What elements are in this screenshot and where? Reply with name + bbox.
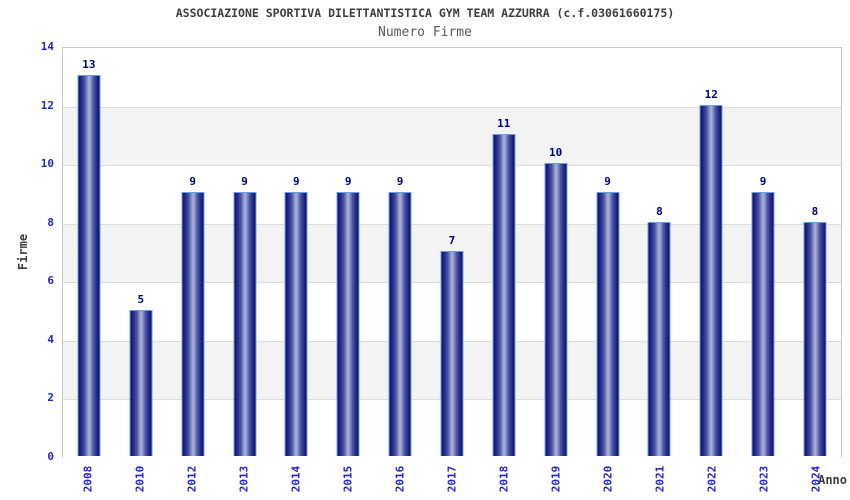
bar-slot: 9 xyxy=(374,48,426,456)
bar-value-label: 9 xyxy=(604,175,611,189)
bar-slot: 5 xyxy=(115,48,167,456)
bar-2017 xyxy=(440,251,464,456)
x-axis-labels: 2008 2010 2012 2013 2014 2015 2016 2017 2018 2019… xyxy=(62,458,842,500)
bar-slot: 12 xyxy=(685,48,737,456)
y-axis-tick-label: 14 xyxy=(40,40,54,53)
y-axis-tick-label: 10 xyxy=(40,157,54,171)
x-axis-tick-label: 2014 xyxy=(289,465,303,493)
x-label-slot: 2022 xyxy=(686,458,738,500)
y-axis-tick-label: 2 xyxy=(47,391,54,405)
x-label-slot: 2023 xyxy=(738,458,790,500)
x-axis-tick-label: 2016 xyxy=(393,465,407,493)
y-axis-tick-label: 0 xyxy=(47,450,54,463)
x-label-slot: 2021 xyxy=(634,458,686,500)
bar-2020 xyxy=(596,192,620,456)
y-axis-tick-label: 4 xyxy=(47,332,54,346)
x-label-slot: 2020 xyxy=(582,458,634,500)
x-label-slot: 2013 xyxy=(218,458,270,500)
x-label-slot: 2010 xyxy=(114,458,166,500)
bars-row: 13 5 9 9 9 9 9 7 11 10 9 8 12 9 8 xyxy=(63,48,841,456)
x-axis-tick-label: 2020 xyxy=(601,465,615,493)
x-axis-tick-label: 2015 xyxy=(341,465,355,493)
bar-value-label: 8 xyxy=(811,204,819,218)
bar-slot: 8 xyxy=(789,48,841,456)
grid-line xyxy=(63,165,841,167)
bar-value-label: 9 xyxy=(189,175,196,189)
x-axis-tick-label: 2018 xyxy=(497,465,511,493)
x-axis-tick-label: 2023 xyxy=(757,465,771,493)
bar-slot: 9 xyxy=(322,48,374,456)
x-axis-tick-label: 2017 xyxy=(445,465,459,493)
chart-title: ASSOCIAZIONE SPORTIVA DILETTANTISTICA GY… xyxy=(175,6,675,20)
plot-area: 13 5 9 9 9 9 9 7 11 10 9 8 12 9 8 xyxy=(62,47,842,458)
bar-value-label: 5 xyxy=(137,292,145,306)
y-axis-tick-label: 8 xyxy=(47,215,54,229)
x-label-slot: 2015 xyxy=(322,458,374,500)
bar-2016 xyxy=(388,192,412,456)
bar-2012 xyxy=(181,192,205,456)
bar-2021 xyxy=(647,221,671,456)
bar-slot: 9 xyxy=(167,48,219,456)
bar-slot: 9 xyxy=(737,48,789,456)
x-axis-title: Anno xyxy=(818,473,847,487)
grid-line xyxy=(63,106,841,108)
bar-slot: 8 xyxy=(633,48,685,456)
x-label-slot: 2012 xyxy=(166,458,218,500)
bar-value-label: 11 xyxy=(497,116,511,130)
y-axis-tick-label: 12 xyxy=(40,98,54,112)
bar-2019 xyxy=(544,163,568,456)
x-axis-tick-label: 2012 xyxy=(185,465,199,493)
bar-2022 xyxy=(699,104,723,456)
x-label-slot: 2018 xyxy=(478,458,530,500)
bar-value-label: 12 xyxy=(704,87,718,101)
bar-2014 xyxy=(284,192,308,456)
bar-2013 xyxy=(233,192,256,456)
x-label-slot: 2016 xyxy=(374,458,426,500)
y-axis-tick-label: 6 xyxy=(47,274,54,288)
bar-value-label: 9 xyxy=(396,175,404,189)
x-axis-tick-label: 2010 xyxy=(133,465,147,493)
bar-value-label: 8 xyxy=(656,204,663,218)
bar-slot: 7 xyxy=(426,48,478,456)
bar-2015 xyxy=(336,192,360,456)
bar-slot: 9 xyxy=(219,48,271,456)
y-axis-title: Firme xyxy=(16,233,30,271)
x-axis-tick-label: 2013 xyxy=(237,465,251,493)
grid-line xyxy=(63,223,841,225)
bar-slot: 13 xyxy=(63,48,115,456)
bar-2018 xyxy=(492,133,516,456)
bar-value-label: 9 xyxy=(293,175,300,189)
x-label-slot: 2008 xyxy=(62,458,114,500)
bar-2008 xyxy=(77,75,101,456)
bar-slot: 9 xyxy=(270,48,322,456)
bar-value-label: 7 xyxy=(448,234,456,247)
x-label-slot: 2014 xyxy=(270,458,322,500)
bar-value-label: 9 xyxy=(344,175,352,189)
bar-2010 xyxy=(129,309,153,456)
x-axis-tick-label: 2008 xyxy=(81,465,95,493)
x-label-slot: 2019 xyxy=(530,458,582,500)
bar-2023 xyxy=(751,192,775,456)
bar-slot: 10 xyxy=(530,48,582,456)
bar-slot: 9 xyxy=(582,48,634,456)
x-axis-tick-label: 2021 xyxy=(653,465,667,493)
bar-value-label: 9 xyxy=(241,175,248,189)
chart-subtitle: Numero Firme xyxy=(378,25,472,40)
x-axis-tick-label: 2019 xyxy=(549,465,563,493)
bar-value-label: 9 xyxy=(759,175,767,189)
bar-2024 xyxy=(803,221,827,456)
x-label-slot: 2017 xyxy=(426,458,478,500)
grid-band xyxy=(63,48,841,107)
bar-value-label: 13 xyxy=(82,58,96,72)
bar-value-label: 10 xyxy=(549,146,563,160)
bar-slot: 11 xyxy=(478,48,530,456)
x-axis-tick-label: 2022 xyxy=(705,465,719,493)
